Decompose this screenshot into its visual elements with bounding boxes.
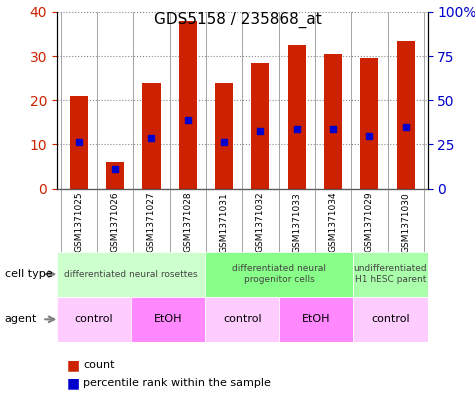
Bar bbox=[397, 40, 415, 189]
FancyBboxPatch shape bbox=[57, 297, 131, 342]
Text: GSM1371033: GSM1371033 bbox=[292, 192, 301, 253]
Text: differentiated neural rosettes: differentiated neural rosettes bbox=[64, 270, 198, 279]
FancyBboxPatch shape bbox=[57, 252, 205, 297]
FancyBboxPatch shape bbox=[131, 297, 205, 342]
Text: control: control bbox=[75, 314, 114, 324]
Bar bbox=[215, 83, 233, 189]
Text: GSM1371025: GSM1371025 bbox=[74, 192, 83, 252]
Text: differentiated neural
progenitor cells: differentiated neural progenitor cells bbox=[232, 264, 326, 284]
Bar bbox=[288, 45, 306, 189]
Text: GSM1371028: GSM1371028 bbox=[183, 192, 192, 252]
Text: ■: ■ bbox=[66, 376, 80, 390]
Text: GSM1371029: GSM1371029 bbox=[365, 192, 374, 252]
Text: GSM1371032: GSM1371032 bbox=[256, 192, 265, 252]
Bar bbox=[251, 62, 269, 189]
Bar bbox=[106, 162, 124, 189]
Text: GSM1371034: GSM1371034 bbox=[329, 192, 338, 252]
Bar bbox=[179, 20, 197, 189]
Bar bbox=[142, 83, 161, 189]
Text: GDS5158 / 235868_at: GDS5158 / 235868_at bbox=[153, 12, 322, 28]
FancyBboxPatch shape bbox=[353, 252, 428, 297]
Text: count: count bbox=[83, 360, 114, 371]
Text: cell type: cell type bbox=[5, 269, 52, 279]
FancyBboxPatch shape bbox=[353, 297, 428, 342]
Bar bbox=[70, 96, 88, 189]
Text: control: control bbox=[223, 314, 262, 324]
Text: EtOH: EtOH bbox=[302, 314, 331, 324]
Text: ■: ■ bbox=[66, 358, 80, 373]
Text: GSM1371031: GSM1371031 bbox=[219, 192, 228, 253]
Text: control: control bbox=[371, 314, 410, 324]
Text: GSM1371027: GSM1371027 bbox=[147, 192, 156, 252]
Text: percentile rank within the sample: percentile rank within the sample bbox=[83, 378, 271, 388]
FancyBboxPatch shape bbox=[205, 297, 279, 342]
FancyBboxPatch shape bbox=[279, 297, 353, 342]
Text: EtOH: EtOH bbox=[154, 314, 182, 324]
Bar bbox=[361, 58, 379, 189]
Text: agent: agent bbox=[5, 314, 37, 324]
Bar bbox=[324, 54, 342, 189]
Text: GSM1371030: GSM1371030 bbox=[401, 192, 410, 253]
Text: undifferentiated
H1 hESC parent: undifferentiated H1 hESC parent bbox=[353, 264, 428, 284]
Text: GSM1371026: GSM1371026 bbox=[111, 192, 120, 252]
FancyBboxPatch shape bbox=[205, 252, 353, 297]
